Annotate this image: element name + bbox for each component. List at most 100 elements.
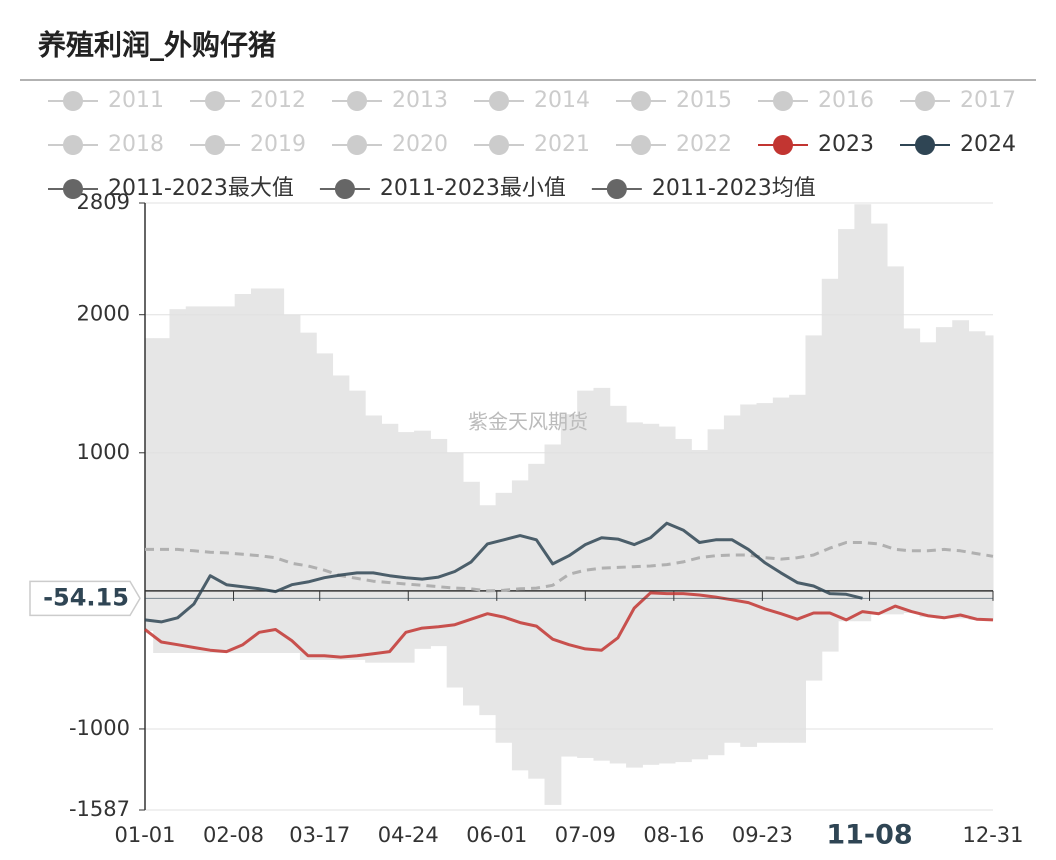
range-band — [968, 331, 986, 620]
range-band — [145, 338, 154, 631]
range-band — [560, 414, 578, 757]
range-band — [821, 278, 839, 652]
range-band — [903, 328, 921, 613]
legend-label: 2014 — [534, 88, 590, 113]
legend-label: 2011 — [108, 88, 164, 113]
legend-marker — [915, 91, 935, 111]
range-band — [528, 463, 546, 779]
legend-label: 2012 — [250, 88, 306, 113]
legend: 2011 2012 2013 2014 2015 2016 2017 2018 2019 2020… — [48, 88, 1016, 201]
range-band — [935, 327, 953, 619]
legend-label: 2019 — [250, 132, 306, 157]
x-tick-label: 11-08 — [826, 820, 912, 851]
range-band — [626, 422, 643, 768]
legend-label: 2023 — [818, 132, 874, 157]
range-band — [283, 314, 301, 654]
pointer-box — [29, 580, 141, 617]
pointer-label: -54.15 — [43, 583, 129, 611]
y-tick-label: 2000 — [77, 302, 130, 326]
legend-label: 2011-2023均值 — [652, 176, 816, 201]
legend-label: 2021 — [534, 132, 590, 157]
legend-marker — [63, 91, 83, 111]
legend-marker — [489, 135, 509, 155]
range-band — [153, 338, 170, 654]
y-tick-label: 1000 — [77, 440, 130, 464]
y-tick-label: 2809 — [77, 190, 130, 214]
range-band — [234, 293, 252, 654]
range-band — [479, 505, 497, 716]
range-band — [463, 481, 480, 706]
y-tick-label: -1000 — [69, 716, 130, 740]
range-band — [218, 306, 236, 654]
x-tick-label: 07-09 — [555, 823, 616, 847]
legend-marker — [347, 91, 367, 111]
legend-marker — [773, 135, 793, 155]
series-line — [145, 541, 994, 593]
range-band — [870, 223, 888, 615]
range-band — [772, 397, 790, 743]
legend-label: 2016 — [818, 88, 874, 113]
x-tick-label: 08-16 — [643, 823, 704, 847]
legend-label: 2011-2023最大值 — [108, 176, 294, 201]
plot-area: -1587 -1000 1000 2000 2809 01-01 02-08 03-17 04-… — [29, 190, 1024, 851]
legend-marker — [773, 91, 793, 111]
chart-title: 养殖利润_外购仔猪 — [38, 29, 276, 62]
range-band — [707, 429, 725, 756]
range-band — [740, 404, 758, 747]
range-band — [316, 353, 334, 660]
legend-marker — [631, 135, 651, 155]
legend-marker — [489, 91, 509, 111]
legend-marker — [205, 135, 225, 155]
range-band — [299, 332, 317, 660]
range-band — [169, 309, 187, 654]
range-band — [756, 403, 774, 743]
x-tick-label: 03-17 — [289, 823, 350, 847]
range-band — [267, 288, 285, 654]
range-band — [544, 444, 562, 805]
legend-label: 2020 — [392, 132, 448, 157]
range-band — [675, 438, 692, 763]
legend-marker — [63, 135, 83, 155]
range-band — [202, 306, 219, 654]
range-band — [365, 415, 382, 663]
range-band — [397, 432, 415, 663]
legend-label: 2011-2023最小值 — [380, 176, 566, 201]
legend-marker — [631, 91, 651, 111]
legend-marker — [915, 135, 935, 155]
x-tick-label: 09-23 — [732, 823, 793, 847]
range-band — [430, 438, 448, 647]
legend-marker — [205, 91, 225, 111]
range-band — [577, 390, 594, 758]
range-band — [185, 306, 203, 654]
range-band — [691, 450, 709, 760]
legend-marker — [606, 179, 627, 199]
range-band — [887, 266, 904, 615]
legend-label: 2024 — [960, 132, 1016, 157]
range-band — [251, 288, 268, 654]
range-band — [952, 320, 970, 619]
range-band — [789, 394, 806, 743]
range-band — [723, 415, 741, 743]
watermark: 紫金天风期货 — [468, 410, 588, 434]
legend-label: 2018 — [108, 132, 164, 157]
x-tick-label: 04-24 — [378, 823, 439, 847]
legend-label: 2017 — [960, 88, 1016, 113]
legend-marker — [63, 179, 83, 199]
x-tick-label: 01-01 — [114, 823, 175, 847]
x-tick-label: 06-01 — [466, 823, 527, 847]
range-band — [805, 335, 823, 681]
range-band — [609, 405, 627, 764]
series-line — [144, 591, 994, 659]
series-line — [144, 521, 863, 624]
legend-label: 2015 — [676, 88, 732, 113]
range-band — [348, 390, 366, 660]
range-band — [414, 430, 431, 649]
range-band — [593, 387, 611, 761]
range-band — [511, 480, 529, 771]
x-tick-label: 02-08 — [203, 823, 264, 847]
range-band — [838, 229, 855, 622]
y-tick-label: -1587 — [69, 797, 130, 821]
legend-label: 2013 — [392, 88, 448, 113]
range-band — [919, 342, 937, 618]
